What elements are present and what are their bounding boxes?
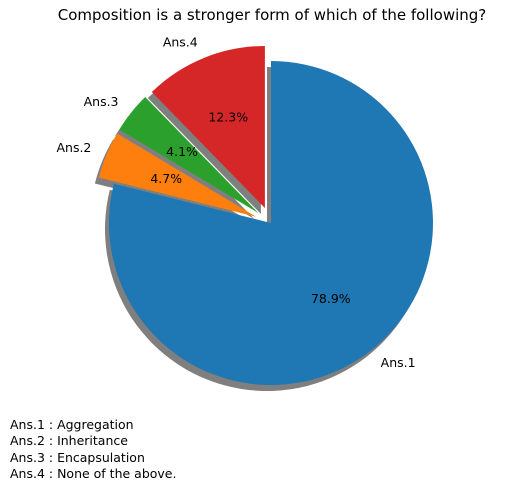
- pie-label-ans1: Ans.1: [381, 355, 416, 370]
- pie-slice-ans3: [119, 96, 259, 213]
- pie-slice-layer: [98, 45, 433, 386]
- pie-label-ans3: Ans.3: [84, 94, 119, 109]
- pie-pct-ans2: 4.7%: [150, 171, 182, 186]
- pie-pct-ans1: 78.9%: [311, 291, 351, 306]
- answer-key-line-1: Ans.1 : Aggregation: [10, 417, 134, 432]
- answer-key-line-2: Ans.2 : Inheritance: [10, 433, 128, 449]
- answer-key-line-4: Ans.4 : None of the above.: [10, 465, 177, 481]
- pie-slice-ans1: [108, 61, 433, 386]
- pie-label-ans2: Ans.2: [56, 140, 91, 155]
- pie-pct-ans3: 4.1%: [166, 144, 198, 159]
- pie-slice-ans2: [98, 133, 257, 217]
- pie-slice-ans4: [151, 45, 265, 208]
- pie-label-ans4: Ans.4: [163, 34, 198, 49]
- chart-title: Composition is a stronger form of which …: [57, 6, 487, 24]
- pie-pct-ans4: 12.3%: [208, 109, 248, 124]
- pie-label-layer: Ans.1 78.9% Ans.2 4.7% Ans.3 4.1% Ans.4 12.3%: [56, 34, 415, 370]
- answer-key-line-3: Ans.3 : Encapsulation: [10, 449, 145, 465]
- answer-key: Ans.1 : Aggregation Ans.2 : Inheritance …: [10, 417, 176, 482]
